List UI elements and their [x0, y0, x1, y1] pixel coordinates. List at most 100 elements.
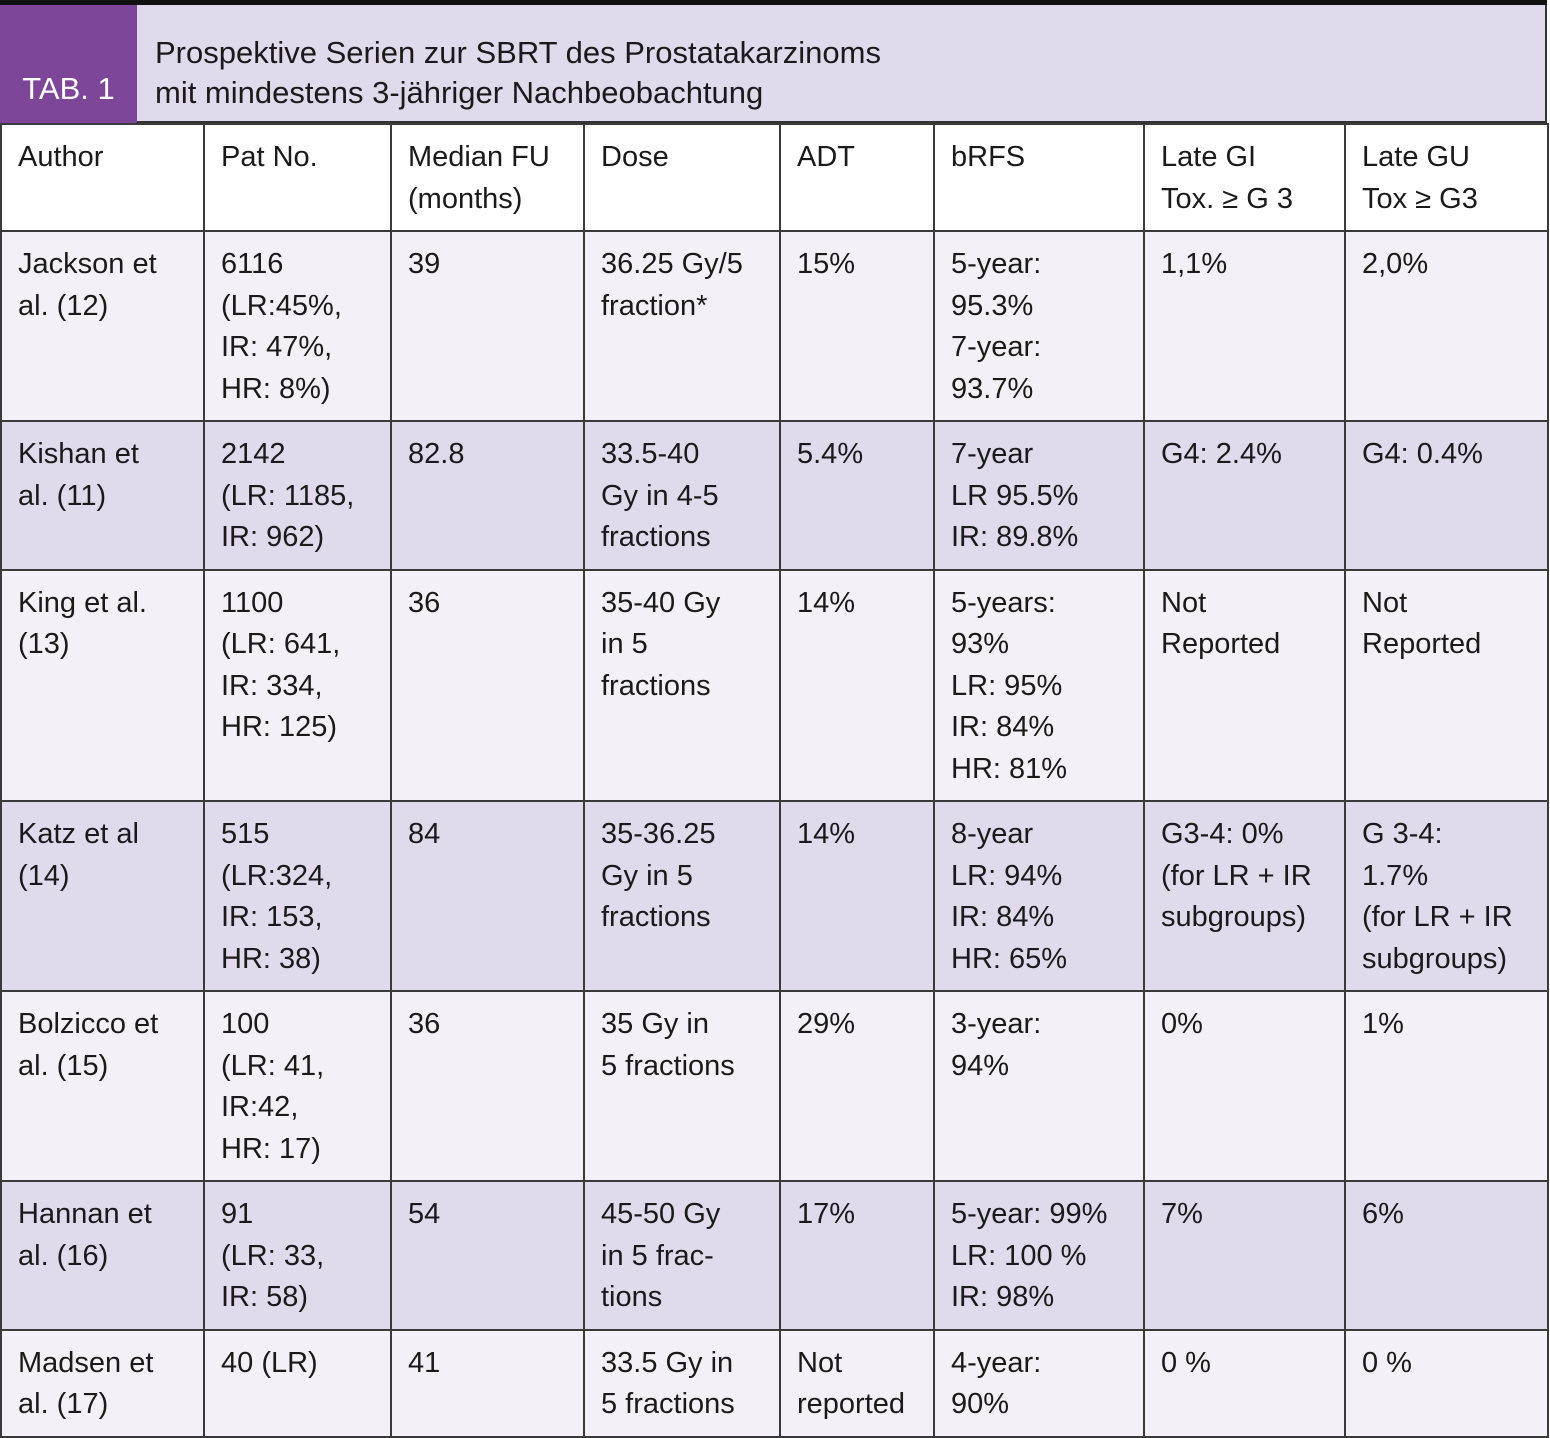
cell-late-gi-tox: 7%: [1143, 1180, 1346, 1331]
column-header-text: Late GI: [1161, 141, 1257, 173]
cell-text: (LR: 33,: [221, 1239, 325, 1272]
table-title-line-2: mit mindestens 3-jähriger Nachbeobachtun…: [155, 75, 764, 110]
cell-text: LR: 95%: [951, 669, 1063, 702]
cell-brfs: 4-year: 90%: [933, 1328, 1145, 1438]
title-bar: TAB. 1 Prospektive Serien zur SBRT des P…: [0, 5, 1547, 123]
cell-text: (LR: 41,: [221, 1049, 325, 1082]
table-row: King et al. (13) 1100 (LR: 641, IR: 334, HR: …: [0, 568, 1549, 802]
table-title: Prospektive Serien zur SBRT des Prostata…: [137, 5, 1545, 123]
cell-text: IR: 153,: [221, 901, 323, 933]
cell-text: 0 %: [1161, 1346, 1211, 1379]
cell-late-gi-tox: G4: 2.4%: [1143, 420, 1346, 571]
cell-text: Jackson et: [18, 248, 157, 280]
cell-text: 100: [221, 1008, 270, 1040]
column-header-text: Tox ≥ G3: [1362, 182, 1478, 215]
cell-text: IR: 47%,: [221, 331, 333, 363]
cell-text: G 3-4:: [1362, 818, 1443, 850]
cell-pat-no: 6116 (LR:45%, IR: 47%, HR: 8%): [203, 230, 392, 422]
cell-brfs: 3-year: 94%: [933, 990, 1145, 1182]
cell-text: 36.25 Gy/5: [601, 248, 743, 280]
column-header-text: Dose: [601, 141, 669, 173]
cell-brfs: 8-year LR: 94% IR: 84% HR: 65%: [933, 800, 1145, 992]
column-header-text: Median FU: [408, 141, 550, 173]
header-row: Author Pat No. Median FU (months) Dose ADT bRF…: [0, 123, 1549, 232]
column-header-text: ADT: [797, 141, 855, 173]
column-header-text: bRFS: [951, 141, 1026, 173]
column-header-adt: ADT: [779, 123, 935, 232]
cell-pat-no: 515 (LR:324, IR: 153, HR: 38): [203, 800, 392, 992]
cell-text: 33.5 Gy in: [601, 1346, 734, 1379]
table-row: Kishan et al. (11) 2142 (LR: 1185, IR: 962) 8…: [0, 420, 1549, 571]
cell-pat-no: 91 (LR: 33, IR: 58): [203, 1180, 392, 1331]
cell-text: 40 (LR): [221, 1346, 318, 1379]
column-header-text: (months): [408, 182, 523, 215]
cell-late-gu-tox: 2,0%: [1344, 230, 1549, 422]
cell-text: fractions: [601, 901, 711, 933]
cell-text: 94%: [951, 1049, 1010, 1082]
cell-text: 3-year:: [951, 1008, 1042, 1040]
cell-text: IR: 89.8%: [951, 521, 1079, 553]
cell-late-gi-tox: 0%: [1143, 990, 1346, 1182]
cell-text: 0 %: [1362, 1346, 1412, 1379]
table-row: Jackson et al. (12) 6116 (LR:45%, IR: 47%, HR…: [0, 230, 1549, 422]
cell-text: King et al.: [18, 586, 147, 619]
data-table: Author Pat No. Median FU (months) Dose ADT bRF…: [0, 123, 1549, 1438]
cell-brfs: 5-years: 93% LR: 95% IR: 84% HR: 81%: [933, 568, 1145, 802]
cell-author: Kishan et al. (11): [0, 420, 205, 571]
cell-text: IR: 84%: [951, 901, 1055, 933]
cell-text: 36: [408, 586, 441, 619]
cell-text: fractions: [601, 521, 711, 553]
cell-text: 41: [408, 1346, 441, 1379]
cell-text: 33.5-40: [601, 438, 700, 470]
table-body: Jackson et al. (12) 6116 (LR:45%, IR: 47%, HR…: [0, 230, 1549, 1438]
top-rule: [0, 0, 1547, 5]
cell-text: 7%: [1161, 1198, 1203, 1230]
cell-adt: 14%: [779, 800, 935, 992]
tab-label-text: TAB. 1: [22, 71, 115, 106]
cell-text: fractions: [601, 669, 711, 702]
cell-text: 5.4%: [797, 438, 864, 470]
cell-text: al. (12): [18, 289, 109, 322]
cell-text: 4-year:: [951, 1346, 1042, 1379]
cell-late-gu-tox: 1%: [1344, 990, 1549, 1182]
column-header-author: Author: [0, 123, 205, 232]
cell-text: (13): [18, 628, 70, 660]
cell-adt: 15%: [779, 230, 935, 422]
column-header-pat-no: Pat No.: [203, 123, 392, 232]
cell-text: IR: 962): [221, 521, 325, 553]
cell-text: Madsen et: [18, 1346, 154, 1379]
cell-text: fraction*: [601, 289, 708, 322]
cell-text: 8-year: [951, 818, 1034, 850]
cell-late-gu-tox: 6%: [1344, 1180, 1549, 1331]
cell-text: 36: [408, 1008, 441, 1040]
cell-text: 2,0%: [1362, 248, 1429, 280]
cell-adt: 5.4%: [779, 420, 935, 571]
cell-text: LR 95.5%: [951, 479, 1079, 512]
table-row: Katz et al (14) 515 (LR:324, IR: 153, HR: 38)…: [0, 800, 1549, 992]
cell-median-fu: 54: [390, 1180, 585, 1331]
cell-text: G4: 0.4%: [1362, 438, 1483, 470]
cell-text: reported: [797, 1388, 906, 1420]
cell-text: HR: 17): [221, 1132, 321, 1165]
cell-text: al. (11): [18, 479, 107, 512]
cell-late-gu-tox: G 3-4: 1.7% (for LR + IR subgroups): [1344, 800, 1549, 992]
cell-text: tions: [601, 1281, 663, 1313]
cell-adt: 17%: [779, 1180, 935, 1331]
cell-text: 6%: [1362, 1198, 1404, 1230]
cell-text: 0%: [1161, 1008, 1203, 1040]
cell-text: 1.7%: [1362, 859, 1429, 892]
cell-text: subgroups): [1362, 942, 1508, 975]
table-row: Madsen et al. (17) 40 (LR) 41 33.5 Gy in 5 fr…: [0, 1328, 1549, 1438]
cell-dose: 35-40 Gy in 5 fractions: [583, 568, 781, 802]
cell-text: 7-year:: [951, 331, 1042, 363]
cell-author: Bolzicco et al. (15): [0, 990, 205, 1182]
cell-text: IR: 334,: [221, 669, 323, 702]
cell-text: 5-years:: [951, 586, 1056, 619]
cell-text: 17%: [797, 1198, 856, 1230]
cell-text: 5-year: 99%: [951, 1198, 1108, 1230]
cell-text: 14%: [797, 818, 856, 850]
cell-text: 35 Gy in: [601, 1008, 709, 1040]
cell-pat-no: 100 (LR: 41, IR:42, HR: 17): [203, 990, 392, 1182]
cell-brfs: 5-year: 95.3% 7-year: 93.7%: [933, 230, 1145, 422]
cell-text: 15%: [797, 248, 856, 280]
